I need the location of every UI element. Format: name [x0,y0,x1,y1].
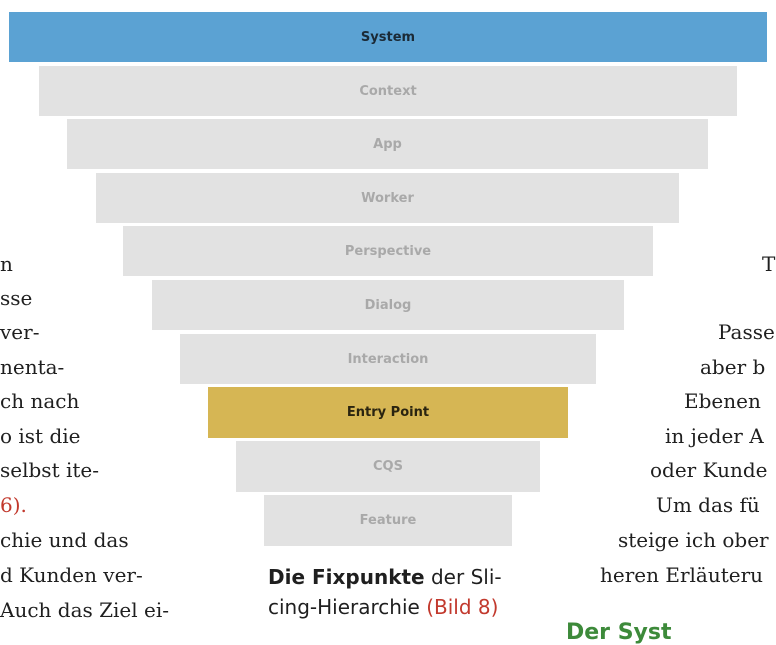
text-line: n [0,252,13,276]
layer-entry-point: Entry Point [208,387,568,438]
layer-perspective: Perspective [123,226,653,276]
text-line: T [762,252,776,276]
text-line: aber b [700,355,766,379]
layer-feature: Feature [264,495,512,546]
section-heading: Der Syst [566,620,672,645]
text-line: Um das fü [656,493,760,517]
caption-bold: Die Fixpunkte [268,565,425,589]
layer-worker: Worker [96,173,679,223]
caption-line-1: Die Fixpunkte der Sli- [268,562,502,592]
text-line: heren Erläuteru [600,563,764,587]
layer-label: CQS [373,459,403,474]
text-line: ver- [0,320,40,344]
layer-cqs: CQS [236,441,540,492]
text-line: oder Kunde [650,458,768,482]
text-line: o ist die [0,424,81,448]
text-line: ch nach [0,389,80,413]
caption-reference: (Bild 8) [426,595,499,619]
caption-text: der Sli- [424,565,502,589]
text-line: d Kunden ver- [0,563,143,587]
text-line: nenta- [0,355,65,379]
layer-label: App [373,136,402,152]
layer-label: Perspective [344,243,432,259]
layer-interaction: Interaction [180,334,596,384]
layer-label: System [360,29,416,45]
layer-label: Worker [361,190,414,206]
caption-text: cing-Hierarchie [268,595,427,619]
layer-system: System [9,12,767,62]
text-line: Passe [718,320,775,344]
layer-label: Entry Point [346,405,430,420]
text-line: in jeder A [665,424,764,448]
layer-label: Feature [359,513,417,528]
text-line: steige ich ober [618,528,769,552]
layer-label: Dialog [364,297,412,313]
text-line: selbst ite- [0,458,99,482]
layer-label: Interaction [347,351,429,367]
figure-caption: Die Fixpunkte der Sli- cing-Hierarchie (… [268,562,502,622]
text-line: sse [0,286,33,310]
text-line: chie und das [0,528,129,552]
text-line: Auch das Ziel ei- [0,598,169,622]
text-line-reference: 6). [0,493,27,517]
layer-context: Context [39,66,737,116]
layer-dialog: Dialog [152,280,624,330]
text-line: Ebenen [684,389,761,413]
layer-app: App [67,119,708,169]
layer-label: Context [359,83,417,99]
caption-line-2: cing-Hierarchie (Bild 8) [268,592,502,622]
